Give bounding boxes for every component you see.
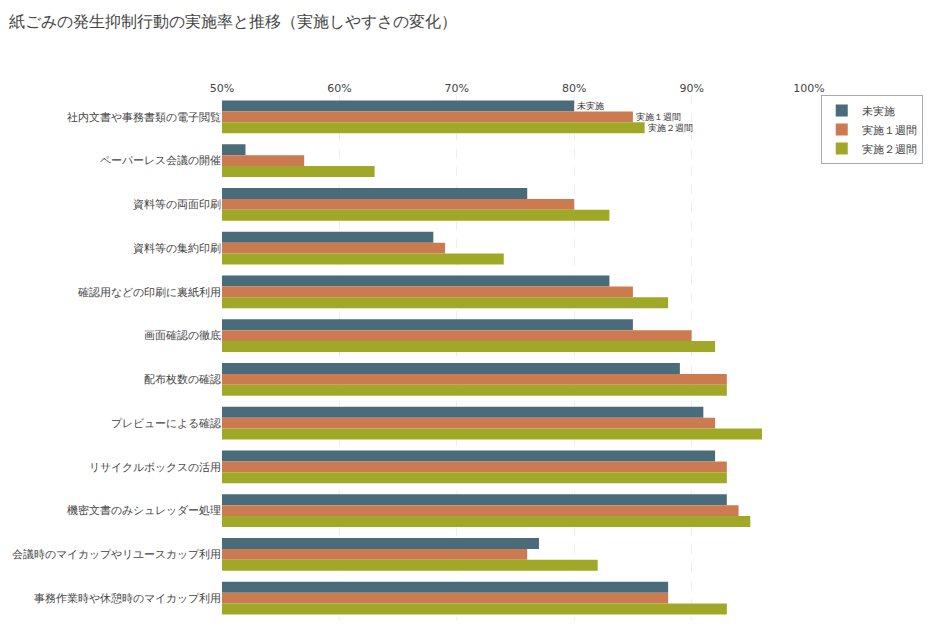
svg-text:機密文書のみシュレッダー処理: 機密文書のみシュレッダー処理 (67, 504, 221, 517)
svg-text:ペーパーレス会議の開催: ペーパーレス会議の開催 (100, 154, 221, 167)
svg-text:実施１週間: 実施１週間 (862, 124, 917, 137)
svg-text:80%: 80% (562, 82, 586, 95)
svg-text:50%: 50% (210, 82, 234, 95)
svg-text:90%: 90% (679, 82, 703, 95)
svg-text:実施２週間: 実施２週間 (862, 143, 917, 156)
svg-text:未実施: 未実施 (862, 105, 895, 118)
svg-text:会議時のマイカップやリユースカップ利用: 会議時のマイカップやリユースカップ利用 (12, 548, 221, 561)
svg-text:資料等の集約印刷: 資料等の集約印刷 (133, 242, 221, 255)
svg-text:70%: 70% (445, 82, 469, 95)
svg-text:紙ごみの発生抑制行動の実施率と推移（実施しやすさの変化）: 紙ごみの発生抑制行動の実施率と推移（実施しやすさの変化） (9, 12, 457, 31)
svg-text:60%: 60% (327, 82, 351, 95)
svg-text:100%: 100% (793, 82, 824, 95)
svg-text:未実施: 未実施 (577, 101, 604, 111)
svg-text:実施２週間: 実施２週間 (648, 123, 693, 133)
svg-text:画面確認の徹底: 画面確認の徹底 (144, 329, 221, 342)
svg-text:配布枚数の確認: 配布枚数の確認 (144, 373, 221, 386)
svg-text:事務作業時や休憩時のマイカップ利用: 事務作業時や休憩時のマイカップ利用 (34, 592, 221, 605)
svg-text:資料等の両面印刷: 資料等の両面印刷 (133, 198, 221, 211)
svg-text:実施１週間: 実施１週間 (636, 112, 681, 122)
svg-text:確認用などの印刷に裏紙利用: 確認用などの印刷に裏紙利用 (77, 286, 221, 299)
svg-text:社内文書や事務書類の電子閲覧: 社内文書や事務書類の電子閲覧 (67, 111, 221, 124)
svg-text:プレビューによる確認: プレビューによる確認 (111, 417, 221, 430)
svg-text:リサイクルボックスの活用: リサイクルボックスの活用 (89, 461, 221, 474)
